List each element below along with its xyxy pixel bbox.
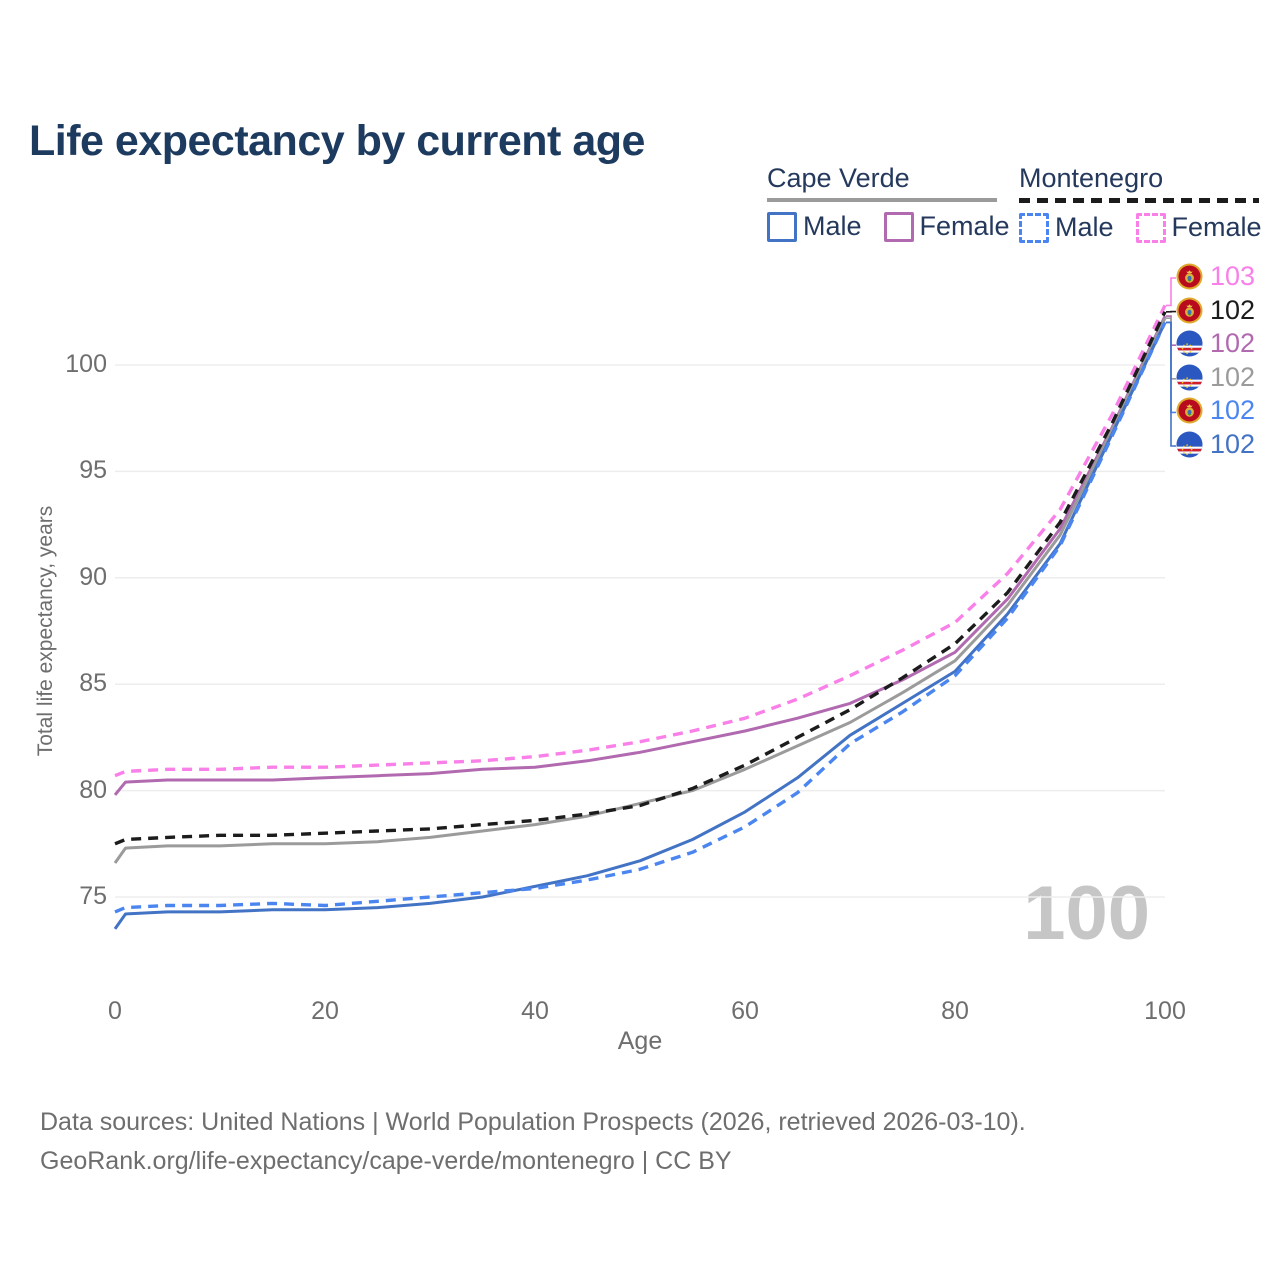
cape-verde-flag-icon xyxy=(1176,330,1203,357)
cape-verde-flag-icon xyxy=(1176,431,1203,458)
legend-group-montenegro: Montenegro Male Female xyxy=(1019,163,1262,243)
montenegro-flag-icon xyxy=(1176,397,1203,424)
y-tick-80: 80 xyxy=(79,776,107,804)
end-label-cape-verde-male[interactable]: 102 xyxy=(1176,431,1255,458)
x-tick-20: 20 xyxy=(311,997,339,1025)
series-line-mne_both[interactable] xyxy=(114,311,1167,846)
end-label-montenegro-male[interactable]: 102 xyxy=(1176,397,1255,424)
legend-group-cape-verde: Cape Verde Male Female xyxy=(767,163,1010,242)
y-tick-100: 100 xyxy=(65,350,107,378)
end-label-cape-verde-both[interactable]: 102 xyxy=(1176,361,1256,392)
legend-underline-cape-verde xyxy=(767,198,997,202)
montenegro-flag-icon xyxy=(1176,263,1203,290)
series-line-cv_male[interactable] xyxy=(113,321,1167,930)
attribution-text: GeoRank.org/life-expectancy/cape-verde/m… xyxy=(40,1147,732,1175)
legend-label-cape-verde-male[interactable]: Male xyxy=(803,211,862,241)
end-label-value: 102 xyxy=(1210,361,1256,392)
legend-swatch-montenegro-male[interactable] xyxy=(1019,212,1049,243)
montenegro-flag-icon xyxy=(1176,297,1203,324)
end-label-value: 103 xyxy=(1210,261,1256,291)
page-title: Life expectancy by current age xyxy=(29,116,645,165)
legend-label-montenegro-female[interactable]: Female xyxy=(1171,212,1262,242)
legend-label-montenegro-male[interactable]: Male xyxy=(1055,212,1114,242)
legend-label-cape-verde-female[interactable]: Female xyxy=(919,211,1010,241)
legend-swatch-cape-verde-female[interactable] xyxy=(883,211,914,242)
series-line-mne_female[interactable] xyxy=(114,304,1167,778)
data-sources-text: Data sources: United Nations | World Pop… xyxy=(40,1108,1026,1136)
end-label-montenegro-female[interactable]: 103 xyxy=(1176,263,1255,290)
x-tick-60: 60 xyxy=(731,997,759,1025)
y-tick-75: 75 xyxy=(79,882,107,910)
end-label-connector-cv_male xyxy=(1166,321,1176,447)
y-tick-95: 95 xyxy=(79,456,107,484)
legend-country-montenegro[interactable]: Montenegro xyxy=(1019,163,1164,193)
end-label-montenegro-both[interactable]: 102 xyxy=(1176,294,1256,325)
y-tick-85: 85 xyxy=(79,669,107,697)
legend-swatch-montenegro-female[interactable] xyxy=(1135,212,1166,243)
x-tick-80: 80 xyxy=(941,997,969,1025)
x-tick-40: 40 xyxy=(521,997,549,1025)
legend-country-cape-verde[interactable]: Cape Verde xyxy=(767,163,910,193)
end-label-cape-verde-female[interactable]: 102 xyxy=(1176,330,1255,357)
cape-verde-flag-icon xyxy=(1176,364,1203,391)
y-tick-90: 90 xyxy=(79,563,107,591)
end-label-value: 102 xyxy=(1210,294,1256,325)
end-label-connector-mne_female xyxy=(1166,277,1176,307)
legend-underline-montenegro xyxy=(1019,198,1259,203)
x-axis-title: Age xyxy=(617,1027,663,1055)
end-label-value: 102 xyxy=(1210,328,1256,359)
x-tick-100: 100 xyxy=(1144,997,1186,1025)
x-tick-0: 0 xyxy=(108,997,122,1025)
series-line-mne_male[interactable] xyxy=(114,321,1167,914)
legend-swatch-cape-verde-male[interactable] xyxy=(767,211,797,242)
age-watermark: 100 xyxy=(1023,871,1150,956)
end-label-value: 102 xyxy=(1210,429,1256,459)
series-line-cv_female[interactable] xyxy=(113,315,1167,796)
end-label-value: 102 xyxy=(1210,395,1256,426)
